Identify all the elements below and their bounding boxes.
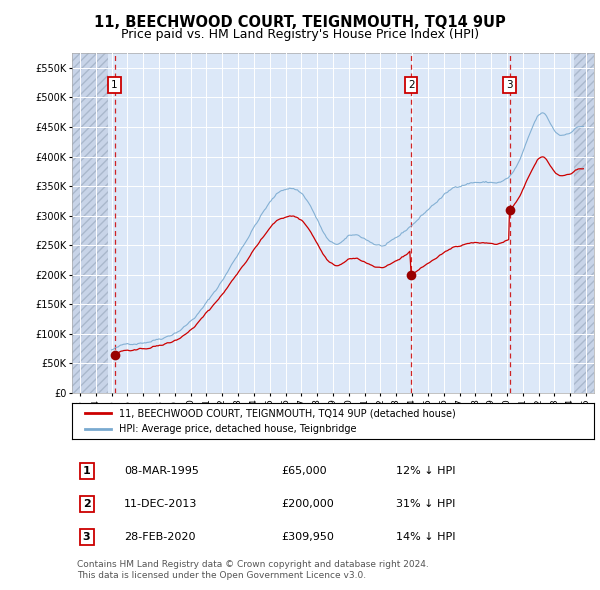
Text: £65,000: £65,000 [281,466,326,476]
Text: 11, BEECHWOOD COURT, TEIGNMOUTH, TQ14 9UP (detached house): 11, BEECHWOOD COURT, TEIGNMOUTH, TQ14 9U… [119,408,456,418]
Bar [574,53,594,393]
Text: £309,950: £309,950 [281,532,334,542]
Text: 28-FEB-2020: 28-FEB-2020 [124,532,196,542]
Text: £200,000: £200,000 [281,499,334,509]
Text: 11-DEC-2013: 11-DEC-2013 [124,499,197,509]
Text: 2: 2 [408,80,415,90]
Text: 11, BEECHWOOD COURT, TEIGNMOUTH, TQ14 9UP: 11, BEECHWOOD COURT, TEIGNMOUTH, TQ14 9U… [94,15,506,30]
Text: 12% ↓ HPI: 12% ↓ HPI [395,466,455,476]
Text: 1: 1 [111,80,118,90]
Text: 3: 3 [506,80,513,90]
Text: 14% ↓ HPI: 14% ↓ HPI [395,532,455,542]
Text: Contains HM Land Registry data © Crown copyright and database right 2024.
This d: Contains HM Land Registry data © Crown c… [77,560,429,580]
Text: 2: 2 [83,499,91,509]
Bar [72,53,107,393]
Text: 08-MAR-1995: 08-MAR-1995 [124,466,199,476]
Text: 1: 1 [83,466,91,476]
Text: 31% ↓ HPI: 31% ↓ HPI [395,499,455,509]
Text: HPI: Average price, detached house, Teignbridge: HPI: Average price, detached house, Teig… [119,424,356,434]
Text: 3: 3 [83,532,91,542]
Text: Price paid vs. HM Land Registry's House Price Index (HPI): Price paid vs. HM Land Registry's House … [121,28,479,41]
